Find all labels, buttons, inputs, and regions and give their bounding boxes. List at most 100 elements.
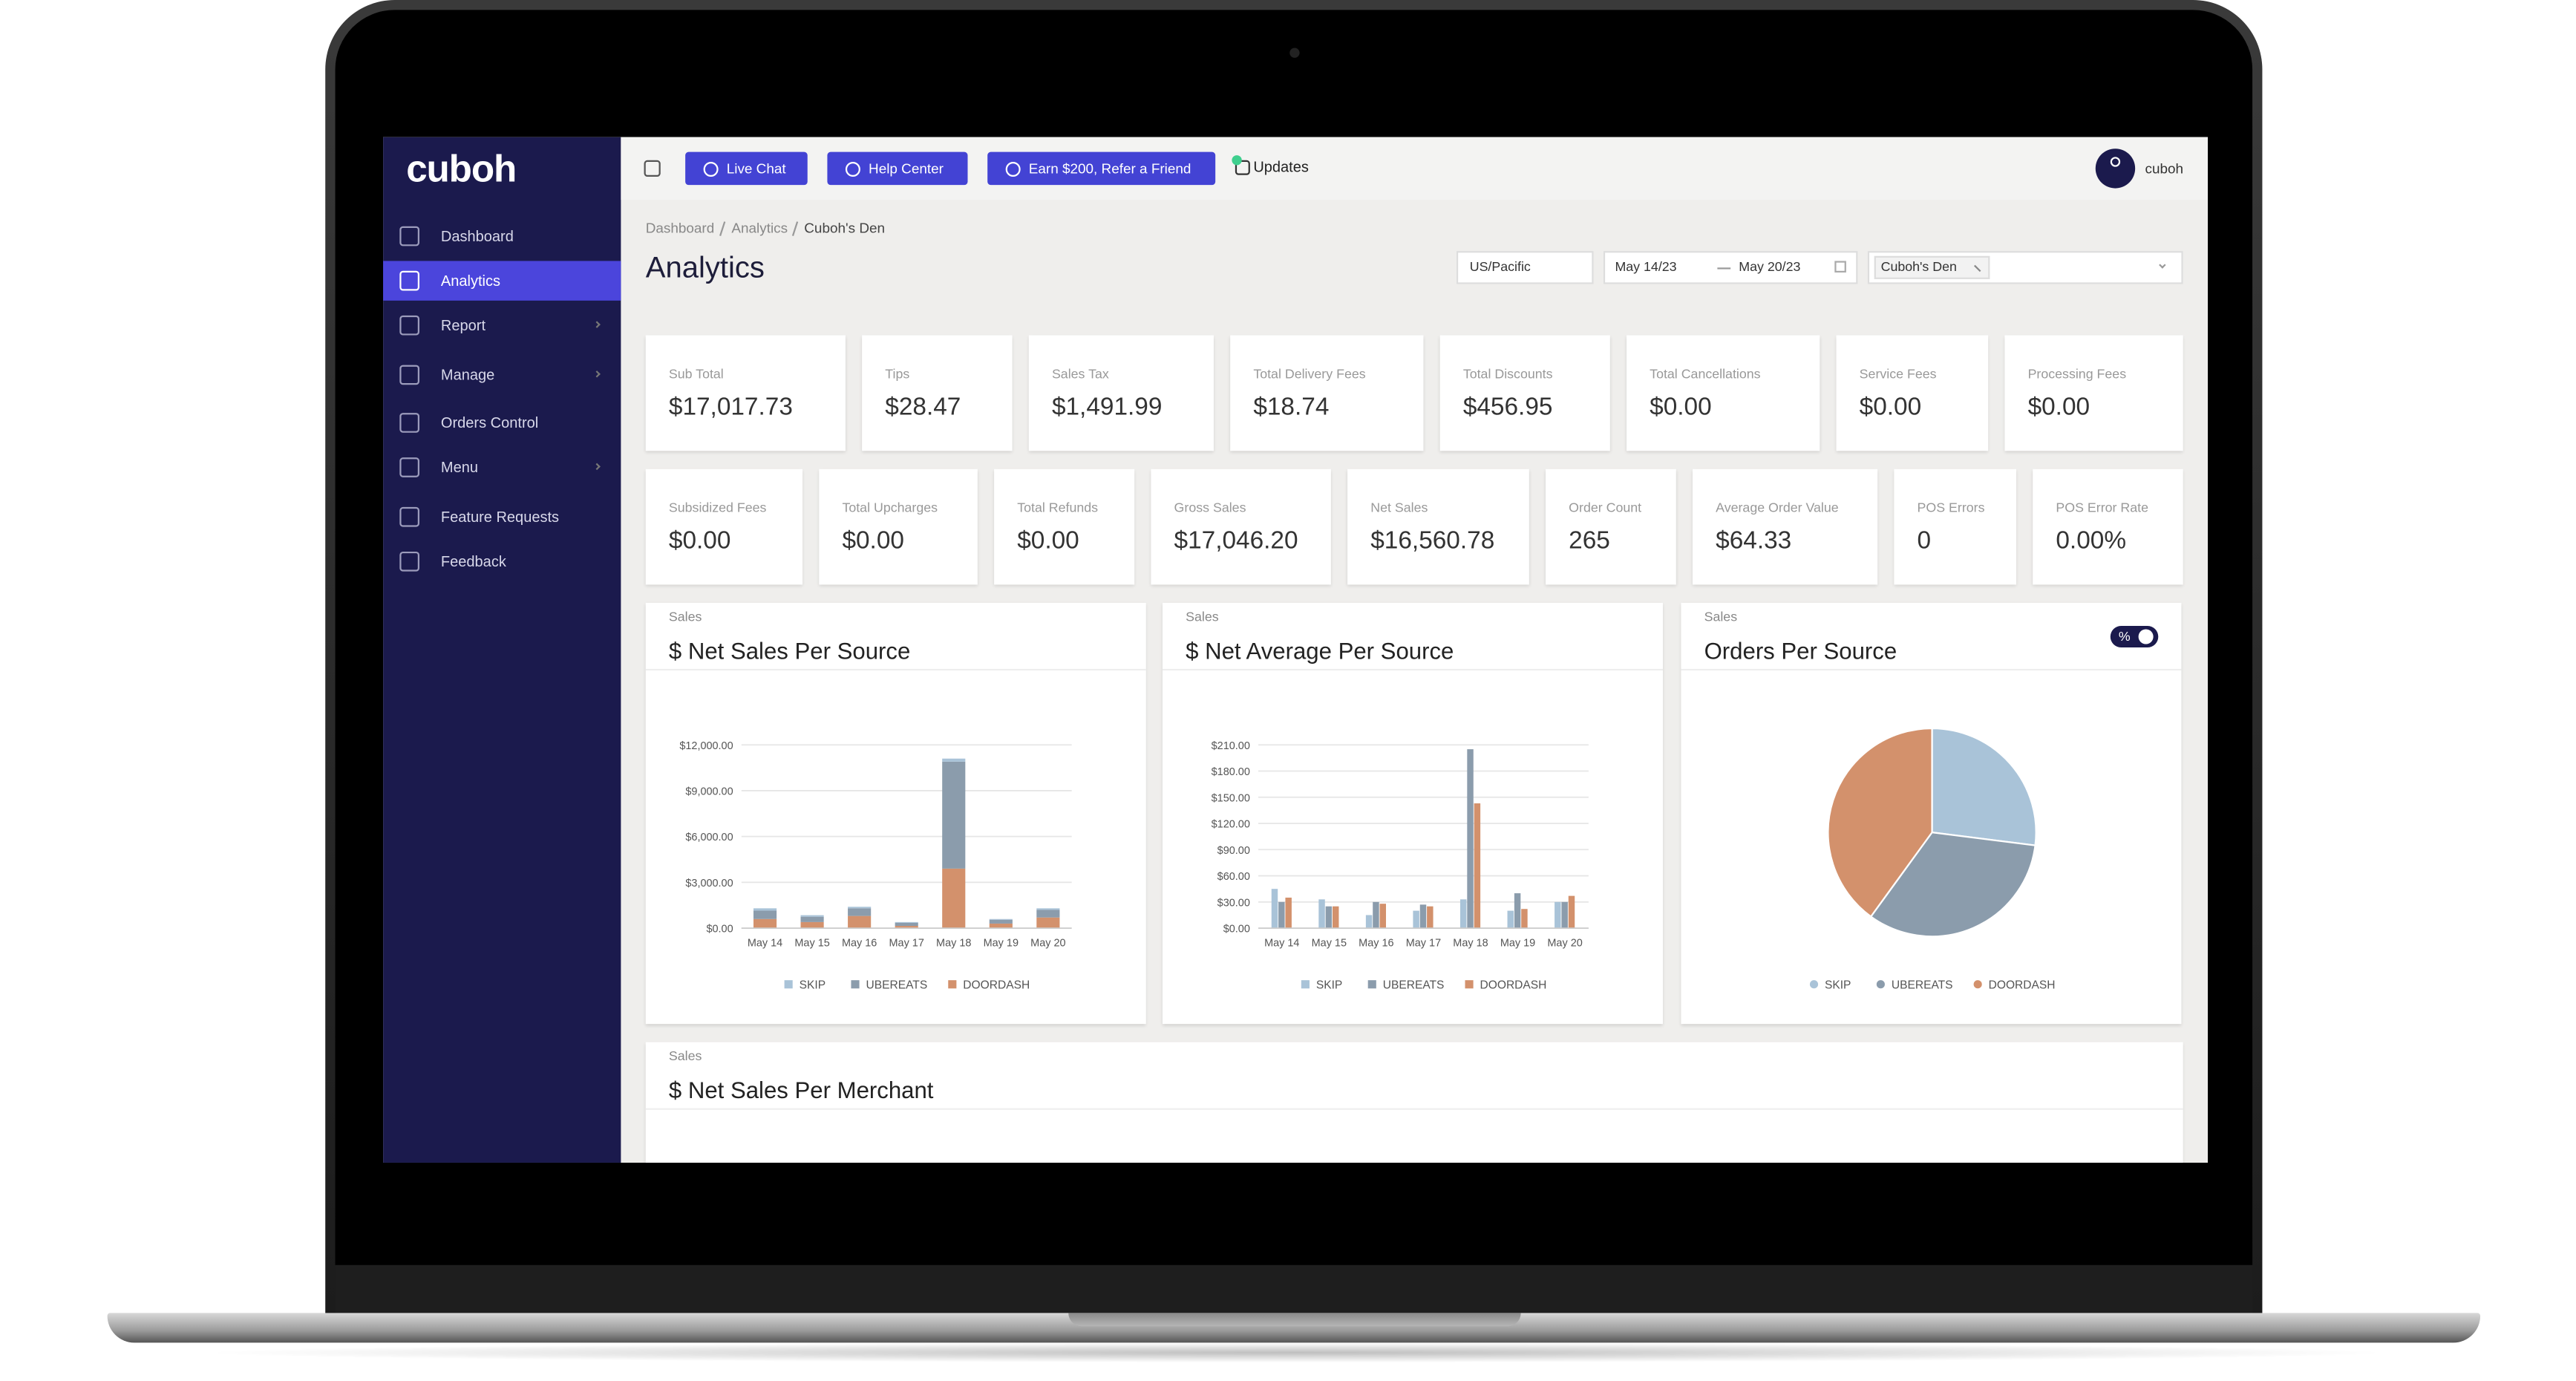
app-screen: cuboh Dashboard Analytics Report Manage Order… — [383, 137, 2209, 1163]
bar-segment — [848, 907, 872, 909]
metric-card: POS Errors 0 — [1894, 469, 2016, 585]
bar — [1365, 915, 1373, 929]
nav-item[interactable]: Analytics — [440, 272, 501, 290]
nav-item[interactable]: Report — [440, 317, 486, 334]
metric-value: $17,046.20 — [1174, 526, 1298, 555]
nav-icon — [399, 457, 419, 477]
metric-card: Sub Total $17,017.73 — [645, 335, 846, 451]
metric-label: Sub Total — [668, 366, 724, 382]
metric-card: Order Count 265 — [1546, 469, 1676, 585]
y-tick-label: $150.00 — [1212, 792, 1250, 804]
nav-icon — [399, 551, 419, 572]
y-tick-label: $0.00 — [1223, 924, 1250, 936]
timezone-select[interactable] — [1456, 251, 1594, 284]
panel-divider — [1162, 668, 1663, 671]
bar — [1278, 901, 1285, 929]
bar — [1561, 901, 1568, 929]
sidebar — [383, 137, 621, 1163]
panel-kicker: Sales — [668, 1048, 702, 1064]
bar — [1474, 803, 1481, 929]
panel-title: Orders Per Source — [1704, 637, 1897, 665]
metric-value: 0.00% — [2056, 526, 2127, 555]
x-tick-label: May 19 — [1500, 938, 1535, 950]
nav-item[interactable]: Menu — [440, 459, 478, 476]
toggle-knob — [2138, 629, 2154, 644]
metric-card: Total Discounts $456.95 — [1439, 335, 1610, 451]
date-range[interactable] — [1603, 251, 1858, 284]
updates-link[interactable]: Updates — [1253, 158, 1309, 175]
nav-item[interactable]: Orders Control — [440, 414, 539, 431]
store-chip-label: Cuboh's Den — [1880, 259, 1957, 275]
metric-value: $28.47 — [885, 393, 961, 422]
toggle-label: % — [2118, 629, 2131, 644]
top-button[interactable]: Live Chat — [685, 151, 808, 186]
button-icon — [703, 161, 719, 177]
bar-segment — [753, 918, 777, 929]
panel-title: $ Net Sales Per Merchant — [668, 1077, 934, 1103]
metric-label: Total Upcharges — [842, 500, 938, 516]
merchant-panel: Sales $ Net Sales Per Merchant — [645, 1042, 2183, 1163]
nav-item[interactable]: Dashboard — [440, 227, 514, 245]
metric-value: $16,560.78 — [1370, 526, 1495, 555]
sidebar-toggle[interactable] — [644, 160, 661, 177]
bar-segment — [753, 910, 777, 919]
bar-segment — [848, 915, 872, 929]
bar-segment — [753, 908, 777, 911]
x-tick-label: May 20 — [1030, 938, 1065, 950]
y-tick-label: $180.00 — [1212, 766, 1250, 778]
nav-item[interactable]: Feature Requests — [440, 509, 560, 526]
button-icon — [845, 161, 860, 177]
legend-label: DOORDASH — [1989, 979, 2056, 991]
pie-slice — [1827, 727, 1933, 918]
nav-icon — [399, 506, 419, 527]
breadcrumb-item[interactable]: Analytics — [731, 219, 788, 237]
legend-marker — [1876, 980, 1885, 989]
bar-segment — [800, 915, 824, 917]
metric-value: $17,017.73 — [668, 393, 793, 422]
metric-label: Service Fees — [1859, 366, 1937, 382]
legend-marker — [1301, 980, 1310, 989]
x-tick-label: May 16 — [842, 938, 877, 950]
bar — [1507, 910, 1514, 929]
date-arrow — [1717, 267, 1731, 270]
x-tick-label: May 17 — [1406, 938, 1441, 950]
metric-card: Net Sales $16,560.78 — [1347, 469, 1529, 585]
percent-toggle[interactable]: % — [2110, 626, 2159, 647]
metric-label: Subsidized Fees — [668, 500, 767, 516]
metric-label: Total Cancellations — [1650, 366, 1761, 382]
nav-item[interactable]: Manage — [440, 366, 495, 384]
legend-label: DOORDASH — [1480, 979, 1547, 991]
nav-icon — [399, 413, 419, 433]
metric-value: 0 — [1917, 526, 1932, 555]
bar — [1285, 897, 1292, 929]
store-chip — [1874, 255, 1990, 279]
nav-item[interactable]: Feedback — [440, 553, 506, 570]
metric-label: Total Delivery Fees — [1253, 366, 1366, 382]
y-tick-label: $12,000.00 — [679, 740, 733, 752]
metric-card: Total Upcharges $0.00 — [819, 469, 978, 585]
y-tick-label: $120.00 — [1212, 819, 1250, 831]
legend-marker — [1465, 980, 1474, 989]
top-button[interactable]: Earn $200, Refer a Friend — [987, 151, 1216, 186]
breadcrumb-item[interactable]: Dashboard — [645, 219, 715, 237]
top-button[interactable]: Help Center — [827, 151, 968, 186]
base-shadow — [197, 1342, 2395, 1363]
timezone-value: US/Pacific — [1469, 259, 1531, 275]
bar — [1419, 904, 1427, 929]
user-avatar[interactable] — [2095, 148, 2136, 189]
metric-card: POS Error Rate 0.00% — [2033, 469, 2183, 585]
calendar-icon — [1834, 261, 1846, 273]
legend-label: UBEREATS — [866, 979, 927, 991]
panel-divider — [1681, 668, 2182, 671]
bar-segment — [942, 758, 966, 762]
metric-label: Total Discounts — [1462, 366, 1553, 382]
charts-layer: $0.00 $3,000.00 $6,000.00 $9,000.00 $12,000.… — [679, 727, 2056, 991]
nav-icon — [399, 315, 419, 336]
metric-card: Average Order Value $64.33 — [1693, 469, 1878, 585]
y-tick-label: $3,000.00 — [685, 878, 733, 889]
legend-label: DOORDASH — [963, 979, 1030, 991]
bar-segment — [895, 926, 918, 929]
bar — [1373, 901, 1379, 929]
bar — [1413, 910, 1419, 929]
